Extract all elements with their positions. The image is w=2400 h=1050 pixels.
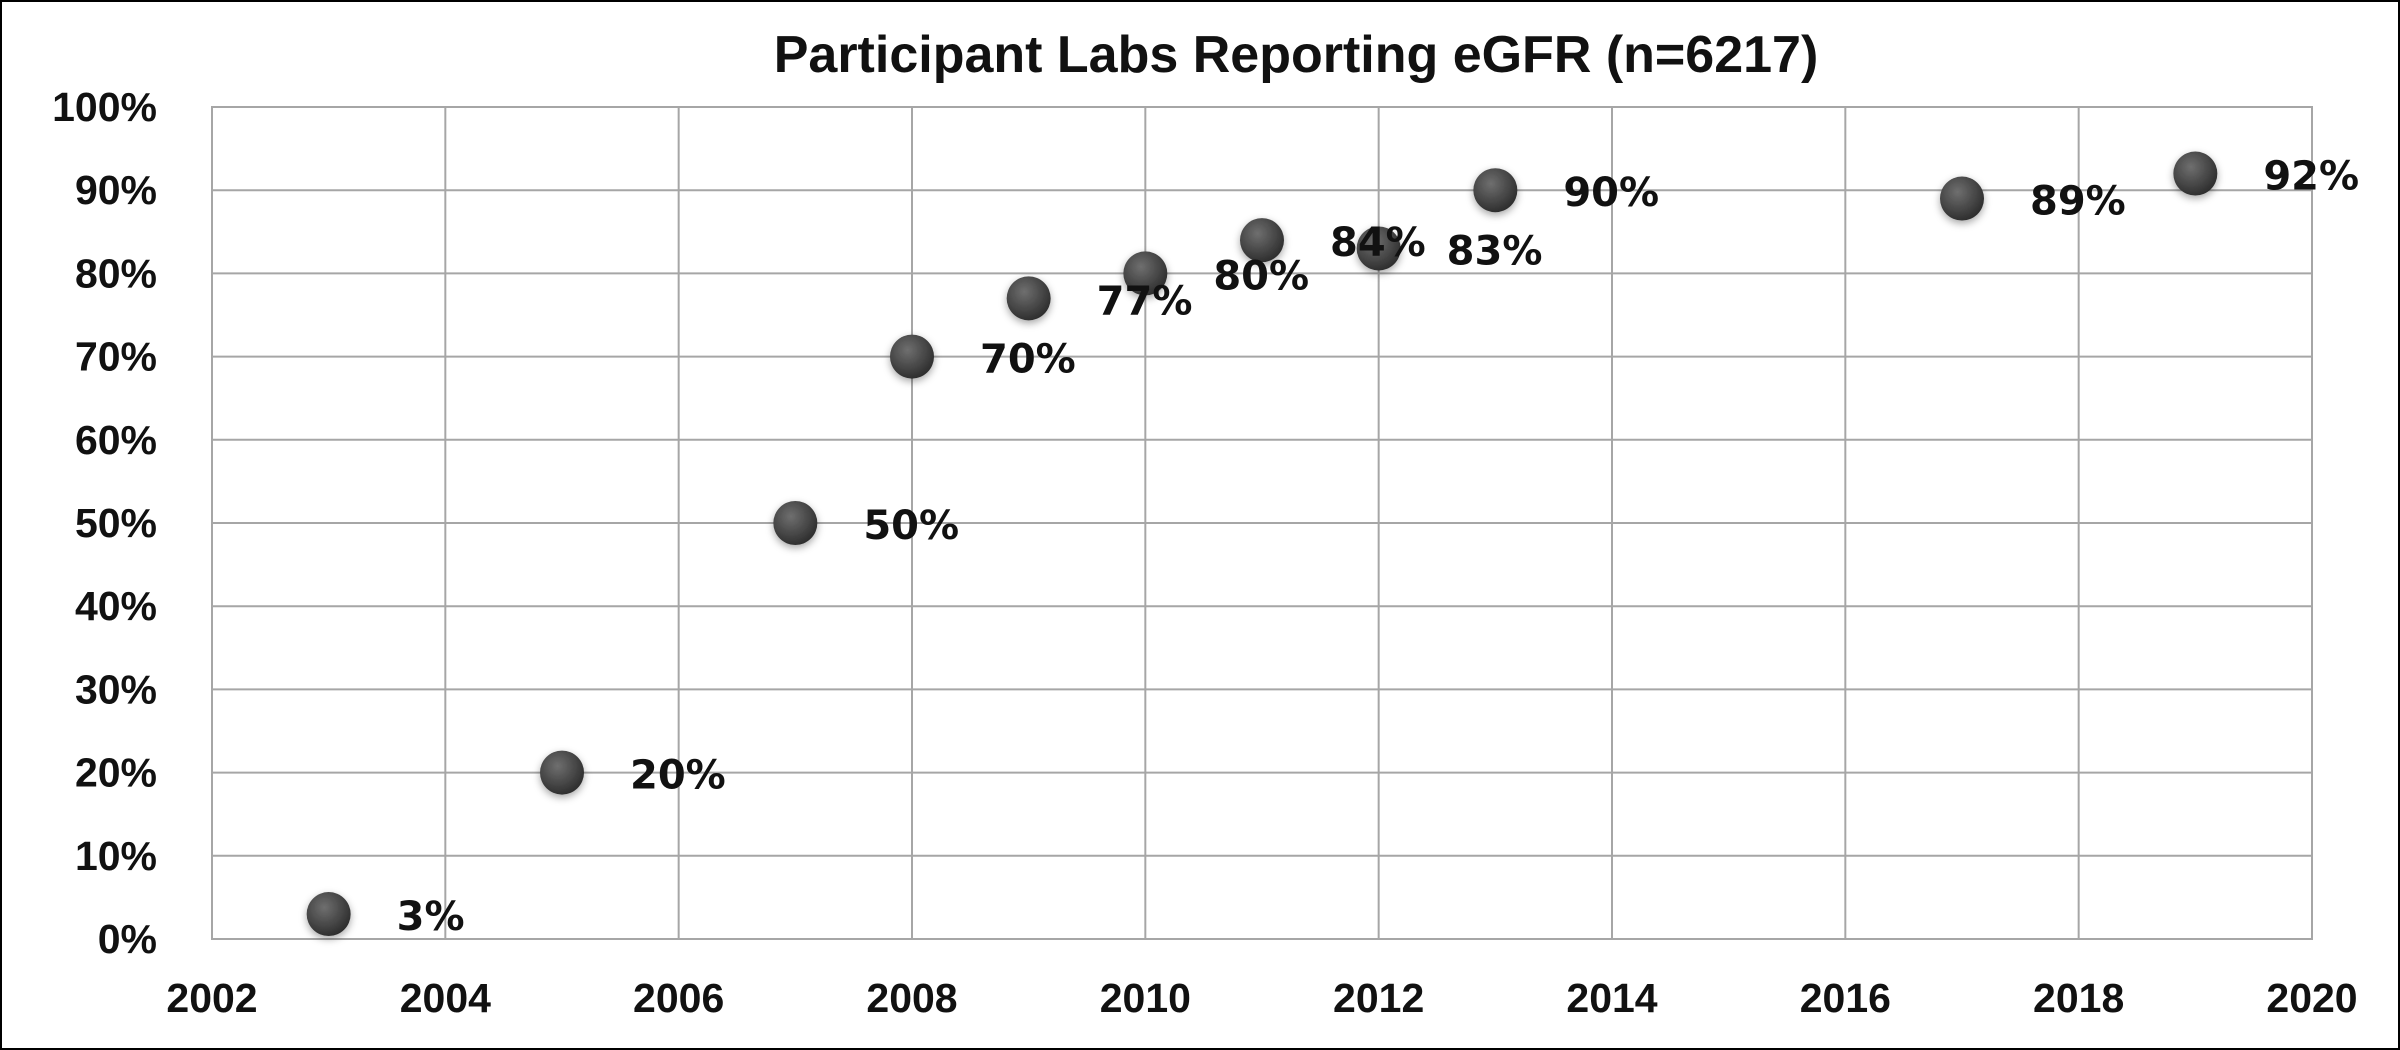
x-tick-label: 2020 <box>2266 975 2357 1021</box>
y-tick-label: 100% <box>52 84 157 130</box>
data-point <box>1240 218 1284 263</box>
x-tick-label: 2014 <box>1566 975 1657 1021</box>
y-tick-label: 90% <box>75 167 157 213</box>
data-point <box>1123 251 1168 296</box>
data-point <box>1006 276 1051 321</box>
plot-area-border <box>211 106 2313 940</box>
x-axis-tick-labels: 2002 2004 2006 2008 2010 2012 2014 2016 2018 2020 <box>166 975 2357 1021</box>
x-tick-label: 2002 <box>166 975 257 1021</box>
x-tick-label: 2004 <box>400 975 491 1021</box>
data-point <box>773 501 818 545</box>
data-point <box>2173 151 2218 196</box>
data-label: 20% <box>630 753 726 799</box>
data-label: 77% <box>1097 278 1193 324</box>
data-label: 90% <box>1563 170 1659 216</box>
x-tick-label: 2008 <box>866 975 957 1021</box>
data-point <box>1473 168 1518 213</box>
data-labels: 3% 20% 50% 70% 77% 80% 84% 83% 90% 89% 92% <box>397 154 2359 940</box>
data-point <box>306 892 351 937</box>
y-tick-label: 40% <box>75 583 157 629</box>
y-tick-label: 30% <box>75 666 157 712</box>
data-label: 70% <box>980 337 1076 383</box>
data-label: 89% <box>2030 179 2126 225</box>
data-point <box>540 750 584 795</box>
data-label: 83% <box>1447 228 1543 274</box>
y-tick-label: 0% <box>98 916 157 962</box>
data-point <box>1356 226 1401 271</box>
data-point <box>890 334 934 379</box>
y-tick-label: 70% <box>75 334 157 380</box>
data-label: 50% <box>863 503 959 549</box>
x-tick-label: 2016 <box>1800 975 1891 1021</box>
data-label: 84% <box>1330 220 1426 266</box>
y-tick-label: 20% <box>75 750 157 796</box>
x-tick-label: 2010 <box>1100 975 1191 1021</box>
y-axis-tick-labels: 0% 10% 20% 30% 40% 50% 60% 70% 80% 90% 100% <box>52 84 157 962</box>
data-point <box>1940 176 1984 221</box>
x-tick-label: 2006 <box>633 975 724 1021</box>
chart-title: Participant Labs Reporting eGFR (n=6217) <box>774 26 1819 84</box>
data-label: 80% <box>1213 253 1309 299</box>
data-label: 92% <box>2263 154 2359 200</box>
y-tick-label: 60% <box>75 417 157 463</box>
y-tick-label: 10% <box>75 833 157 879</box>
x-tick-label: 2018 <box>2033 975 2124 1021</box>
data-label: 3% <box>397 894 465 940</box>
y-tick-label: 80% <box>75 250 157 296</box>
y-tick-label: 50% <box>75 500 157 546</box>
x-tick-label: 2012 <box>1333 975 1424 1021</box>
data-points <box>306 151 2218 937</box>
